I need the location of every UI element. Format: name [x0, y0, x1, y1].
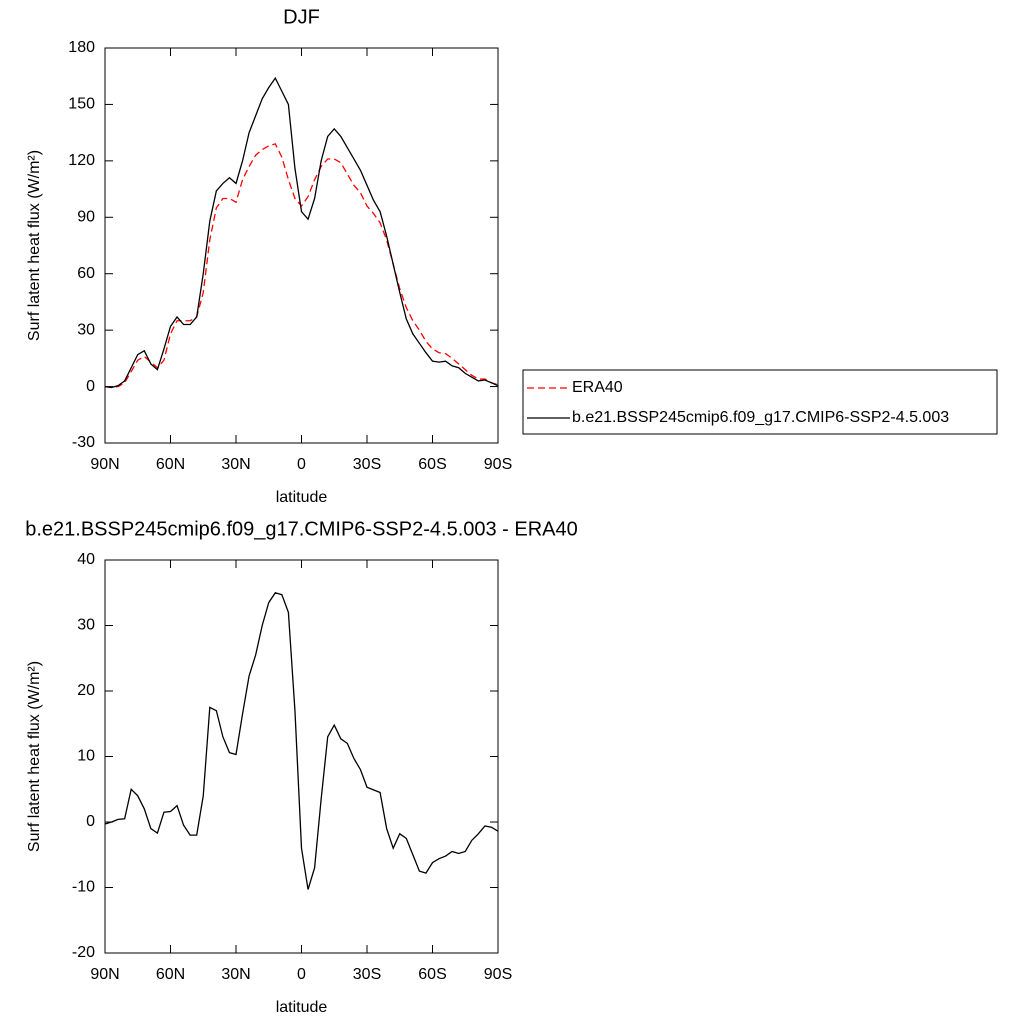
x-tick-label: 60N: [156, 456, 185, 473]
y-tick-label: 20: [77, 682, 95, 699]
y-axis-label: Surf latent heat flux (W/m²): [26, 661, 43, 852]
chart-title: b.e21.BSSP245cmip6.f09_g17.CMIP6-SSP2-4.…: [25, 518, 578, 540]
y-tick-label: 120: [68, 152, 95, 169]
y-tick-label: 30: [77, 617, 95, 634]
x-tick-label: 60S: [418, 456, 446, 473]
x-tick-label: 30N: [221, 966, 250, 983]
x-tick-label: 0: [297, 456, 306, 473]
plot-frame: [104, 47, 499, 444]
x-tick-label: 90S: [484, 966, 512, 983]
y-tick-label: 180: [68, 39, 95, 56]
legend-box: [522, 369, 998, 435]
y-tick-label: 0: [86, 813, 95, 830]
data-line: [104, 76, 499, 389]
y-tick-label: 60: [77, 265, 95, 282]
y-tick-label: 90: [77, 209, 95, 226]
x-tick-label: 60S: [418, 966, 446, 983]
y-tick-label: -10: [72, 879, 95, 896]
data-line: [104, 143, 499, 389]
y-tick-label: -30: [72, 434, 95, 451]
chart-title: DJF: [283, 6, 320, 28]
legend-label: b.e21.BSSP245cmip6.f09_g17.CMIP6-SSP2-4.…: [572, 409, 949, 426]
x-tick-label: 90N: [90, 966, 119, 983]
x-axis-label: latitude: [276, 489, 328, 506]
y-tick-label: 30: [77, 321, 95, 338]
y-tick-label: 0: [86, 378, 95, 395]
x-tick-label: 60N: [156, 966, 185, 983]
y-axis-label: Surf latent heat flux (W/m²): [26, 150, 43, 341]
x-tick-label: 90S: [484, 456, 512, 473]
x-tick-label: 30S: [353, 966, 381, 983]
y-tick-label: 150: [68, 96, 95, 113]
x-axis-label: latitude: [276, 999, 328, 1016]
x-tick-label: 90N: [90, 456, 119, 473]
x-tick-label: 30S: [353, 456, 381, 473]
y-tick-label: 40: [77, 551, 95, 568]
x-tick-label: 30N: [221, 456, 250, 473]
x-tick-label: 0: [297, 966, 306, 983]
data-line: [104, 591, 499, 890]
y-tick-label: 10: [77, 748, 95, 765]
y-tick-label: -20: [72, 944, 95, 961]
legend-label: ERA40: [572, 379, 623, 396]
plot-frame: [104, 559, 499, 954]
